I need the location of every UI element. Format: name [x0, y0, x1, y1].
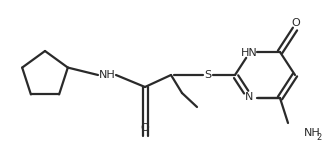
- Text: NH: NH: [304, 128, 321, 138]
- Text: N: N: [245, 92, 253, 102]
- Text: HN: HN: [241, 48, 257, 58]
- Text: O: O: [292, 18, 300, 28]
- Text: 2: 2: [316, 133, 321, 142]
- Text: NH: NH: [99, 70, 115, 80]
- Text: O: O: [141, 123, 149, 133]
- Text: S: S: [204, 70, 212, 80]
